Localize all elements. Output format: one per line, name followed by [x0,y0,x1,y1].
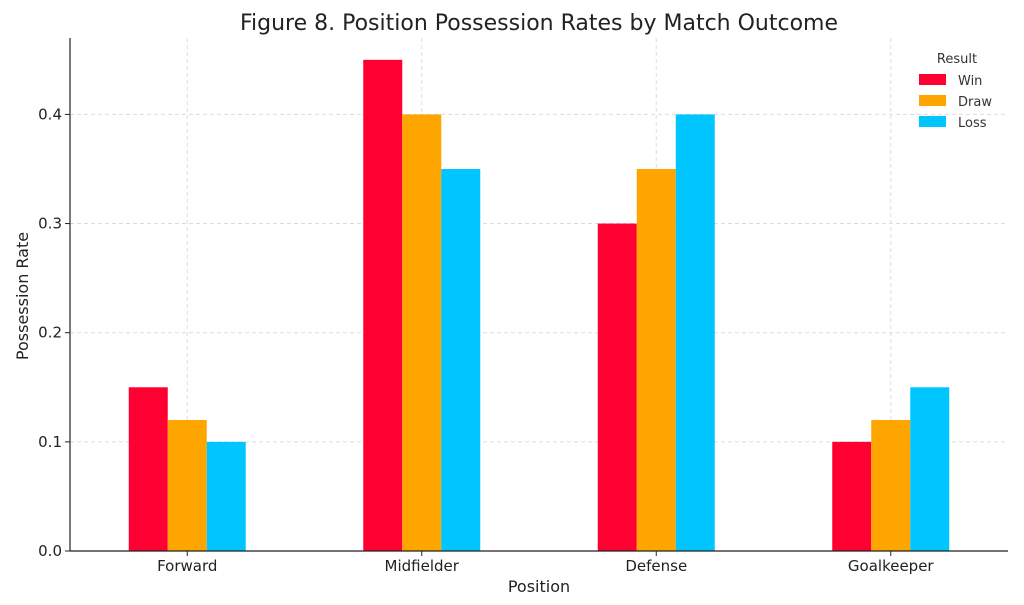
y-ticks: 0.0 0.1 0.2 0.3 0.4 [38,105,70,560]
bar-win-goalkeeper [832,441,872,551]
bar-draw-midfielder [402,114,442,551]
legend-label-draw: Draw [958,95,992,110]
bar-loss-midfielder [441,168,481,551]
legend-label-win: Win [958,74,982,89]
y-tick-label: 0.4 [38,105,62,123]
chart-title: Figure 8. Position Possession Rates by M… [240,11,838,36]
x-ticks: Forward Midfielder Defense Goalkeeper [157,551,934,575]
bar-win-midfielder [363,59,403,552]
x-tick-label: Defense [625,557,687,575]
y-tick-label: 0.3 [38,215,62,233]
y-axis-label: Possession Rate [13,232,32,360]
x-tick-label: Forward [157,557,217,575]
bar-draw-forward [167,420,207,551]
legend-swatch-loss [919,116,946,127]
y-tick-label: 0.2 [38,324,62,342]
x-axis-label: Position [508,577,570,596]
legend-swatch-win [919,74,946,85]
y-tick-label: 0.1 [38,433,62,451]
bars [128,59,950,552]
y-tick-label: 0.0 [38,542,62,560]
bar-loss-forward [206,441,246,551]
x-tick-label: Midfielder [385,557,460,575]
bar-win-forward [128,387,168,551]
bar-loss-defense [675,114,715,551]
legend: Result Win Draw Loss [919,52,992,131]
legend-label-loss: Loss [958,116,987,131]
legend-swatch-draw [919,95,946,106]
bar-draw-defense [636,168,676,551]
bar-draw-goalkeeper [871,420,911,551]
x-tick-label: Goalkeeper [848,557,935,575]
bar-win-defense [597,223,637,551]
bar-loss-goalkeeper [910,387,950,551]
legend-title: Result [937,52,977,67]
axes [69,38,1008,552]
